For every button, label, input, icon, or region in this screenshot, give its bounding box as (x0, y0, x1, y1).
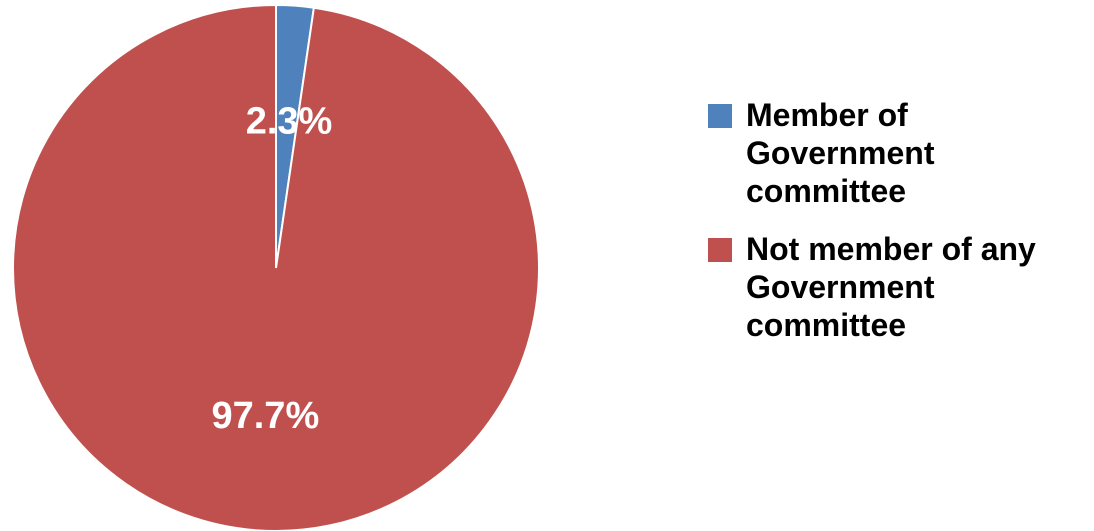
data-label-not-member: 97.7% (211, 395, 319, 437)
legend-label-member: Member of Government committee (746, 96, 1046, 210)
legend-swatch-not-member (708, 238, 732, 262)
legend-swatch-member (708, 104, 732, 128)
pie-slice-not-member (13, 5, 539, 531)
legend-item-not-member: Not member of any Government committee (708, 230, 1088, 344)
legend: Member of Government committee Not membe… (708, 96, 1088, 364)
data-label-member: 2.3% (246, 101, 333, 143)
legend-item-member: Member of Government committee (708, 96, 1088, 210)
legend-label-not-member: Not member of any Government committee (746, 230, 1046, 344)
